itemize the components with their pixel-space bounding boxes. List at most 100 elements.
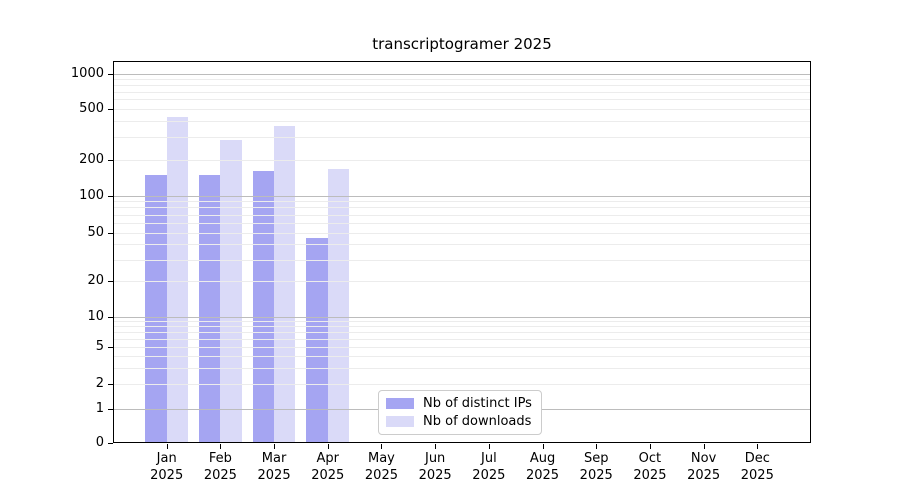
minor-gridline xyxy=(113,121,811,123)
minor-gridline xyxy=(113,99,811,101)
x-tick-month: Jan xyxy=(156,451,177,466)
legend-row-downloads: Nb of downloads xyxy=(386,414,532,429)
x-tick-year: 2025 xyxy=(418,468,452,483)
x-tick-month: Mar xyxy=(261,451,287,466)
x-tick-year: 2025 xyxy=(203,468,237,483)
minor-gridline xyxy=(113,332,811,334)
x-tick-label: Oct 2025 xyxy=(623,450,677,484)
x-tick-month: Apr xyxy=(316,451,340,466)
x-tick-month: Nov xyxy=(690,451,717,466)
y-tick-label: 100 xyxy=(79,187,104,203)
x-tick-mark xyxy=(327,444,329,449)
minor-gridline xyxy=(113,207,811,209)
minor-gridline xyxy=(113,201,811,203)
legend-swatch-downloads xyxy=(386,416,414,427)
x-tick-mark xyxy=(435,444,437,449)
x-tick-mark xyxy=(220,444,222,449)
y-tick-label: 50 xyxy=(87,224,104,240)
bar-distinct-ips-jan xyxy=(145,174,167,443)
y-tick-label: 20 xyxy=(87,273,104,288)
y-tick-mark xyxy=(108,281,113,282)
y-tick-label: 5 xyxy=(95,339,104,354)
y-tick-mark xyxy=(108,316,113,318)
minor-gridline xyxy=(113,384,811,385)
x-tick-label: Dec 2025 xyxy=(730,450,784,484)
chart-title: transcriptogramer 2025 xyxy=(372,35,552,53)
x-tick-mark xyxy=(649,444,651,449)
legend-row-distinct-ips: Nb of distinct IPs xyxy=(386,396,532,411)
minor-gridline xyxy=(113,222,811,224)
x-tick-month: Aug xyxy=(529,451,556,466)
minor-gridline xyxy=(113,356,811,357)
minor-gridline xyxy=(113,347,811,348)
y-tick-label: 2 xyxy=(95,376,104,391)
minor-gridline xyxy=(113,214,811,216)
bar-downloads-feb xyxy=(220,140,242,443)
y-tick-label: 1000 xyxy=(70,65,104,81)
x-tick-label: Jun 2025 xyxy=(408,450,462,484)
legend-swatch-distinct-ips xyxy=(386,398,414,409)
y-tick-mark xyxy=(108,160,113,161)
minor-gridline xyxy=(113,259,811,261)
minor-gridline xyxy=(113,244,811,246)
y-tick-mark xyxy=(108,443,113,444)
minor-gridline xyxy=(113,367,811,369)
x-tick-label: Mar 2025 xyxy=(247,450,301,484)
x-tick-month: May xyxy=(368,451,395,466)
x-tick-mark xyxy=(166,444,168,449)
x-tick-mark xyxy=(274,444,276,449)
x-tick-year: 2025 xyxy=(740,468,774,483)
x-tick-mark xyxy=(703,444,705,449)
x-tick-mark xyxy=(757,444,759,449)
minor-gridline xyxy=(113,78,811,80)
minor-gridline xyxy=(113,84,811,86)
legend-label-downloads: Nb of downloads xyxy=(423,414,532,429)
x-tick-month: Feb xyxy=(208,451,232,466)
y-tick-mark xyxy=(108,408,113,410)
bar-distinct-ips-feb xyxy=(198,174,221,443)
minor-gridline xyxy=(113,91,811,93)
x-tick-label: Feb 2025 xyxy=(193,450,247,484)
x-tick-label: May 2025 xyxy=(354,450,408,484)
x-tick-label: Nov 2025 xyxy=(677,450,731,484)
x-tick-year: 2025 xyxy=(579,468,613,483)
x-tick-mark xyxy=(596,444,598,449)
x-tick-mark xyxy=(488,444,490,449)
x-tick-year: 2025 xyxy=(311,468,345,483)
y-tick-mark xyxy=(108,73,113,75)
x-tick-month: Oct xyxy=(638,451,662,466)
x-tick-year: 2025 xyxy=(150,468,184,483)
y-tick-mark xyxy=(108,195,113,197)
minor-gridline xyxy=(113,108,811,110)
x-tick-month: Jun xyxy=(424,451,446,466)
x-tick-month: Dec xyxy=(744,451,770,466)
x-tick-month: Jul xyxy=(481,451,497,466)
major-gridline xyxy=(113,316,811,318)
bar-distinct-ips-apr xyxy=(306,238,328,443)
x-tick-year: 2025 xyxy=(472,468,506,483)
x-tick-label: Jan 2025 xyxy=(140,450,194,484)
major-gridline xyxy=(113,73,811,75)
x-tick-year: 2025 xyxy=(633,468,667,483)
x-tick-year: 2025 xyxy=(257,468,291,483)
x-tick-label: Jul 2025 xyxy=(462,450,516,484)
x-tick-month: Sep xyxy=(583,451,609,466)
legend-label-distinct-ips: Nb of distinct IPs xyxy=(423,396,532,411)
y-tick-label: 0 xyxy=(95,435,104,450)
x-tick-label: Apr 2025 xyxy=(301,450,355,484)
bar-distinct-ips-mar xyxy=(252,171,275,443)
legend: Nb of distinct IPs Nb of downloads xyxy=(378,390,542,435)
y-tick-mark xyxy=(108,384,113,385)
y-tick-mark xyxy=(108,108,113,110)
x-tick-mark xyxy=(381,444,383,449)
x-tick-label: Aug 2025 xyxy=(516,450,570,484)
minor-gridline xyxy=(113,160,811,161)
x-tick-year: 2025 xyxy=(364,468,398,483)
x-tick-year: 2025 xyxy=(687,468,721,483)
minor-gridline xyxy=(113,321,811,323)
y-tick-mark xyxy=(108,347,113,348)
bar-downloads-mar xyxy=(274,126,296,443)
y-tick-mark xyxy=(108,232,113,234)
y-tick-label: 500 xyxy=(79,100,104,116)
